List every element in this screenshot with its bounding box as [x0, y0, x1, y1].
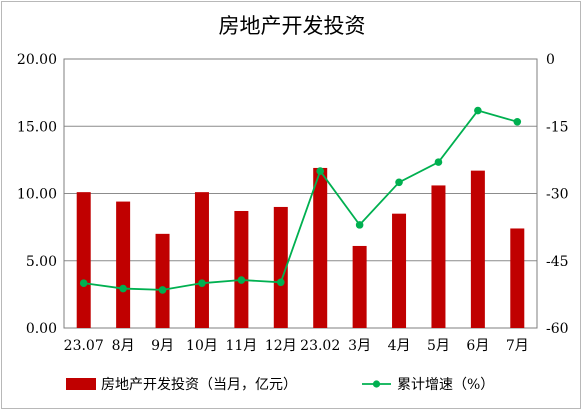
legend-bar-label: 房地产开发投资（当月，亿元） — [101, 377, 297, 393]
right-axis-tick-label: -15 — [546, 119, 569, 135]
line-point — [316, 167, 325, 175]
right-axis-tick-label: -60 — [546, 321, 569, 337]
x-axis-tick-label: 4月 — [388, 338, 411, 354]
bar — [155, 233, 170, 328]
x-axis-tick-label: 12月 — [265, 338, 297, 354]
plot-area-border — [63, 58, 538, 329]
x-axis-tick-label: 5月 — [427, 338, 450, 354]
line-point — [237, 276, 246, 284]
x-axis-tick-label: 6月 — [466, 338, 489, 354]
x-axis-tick-label: 23.07 — [64, 338, 104, 354]
bar — [273, 206, 288, 328]
line-path — [83, 109, 518, 291]
right-axis-ticks: -60 -45 -30 -15 0 — [546, 52, 569, 337]
left-axis-tick-label: 10.00 — [17, 187, 57, 203]
bar — [352, 245, 367, 328]
left-axis-tick-label: 20.00 — [17, 52, 57, 68]
x-axis-tick-label: 7月 — [506, 338, 529, 354]
line-point — [474, 106, 482, 115]
legend-line-label: 累计增速（%） — [397, 377, 494, 393]
right-axis-tick-label: -30 — [546, 187, 569, 203]
bar — [313, 167, 328, 328]
line-point — [158, 286, 167, 294]
bar — [392, 213, 407, 328]
line-point — [434, 158, 443, 166]
x-axis-tick-label: 8月 — [112, 338, 135, 354]
x-axis-tick-label: 9月 — [151, 338, 174, 354]
line-point — [513, 117, 522, 126]
bar — [194, 192, 209, 328]
x-axis-tick-label: 11月 — [225, 338, 257, 354]
line-point — [276, 278, 285, 287]
line-point — [79, 279, 88, 287]
bar — [76, 192, 91, 328]
left-axis-tick-label: 5.00 — [26, 254, 57, 270]
left-axis-ticks: 0.00 5.00 10.00 15.00 20.00 — [17, 52, 57, 337]
right-axis-tick-label: -45 — [546, 254, 569, 270]
line-series — [79, 106, 522, 294]
left-axis-tick-label: 15.00 — [17, 119, 57, 135]
x-axis-tick-label: 10月 — [186, 338, 218, 354]
gridlines — [64, 125, 537, 262]
line-point — [395, 178, 403, 187]
bar — [470, 170, 485, 328]
left-axis-tick-label: 0.00 — [26, 321, 57, 337]
chart-title: 房地产开发投资 — [219, 14, 366, 38]
x-axis-ticks: 23.07 8月 9月 10月 11月 12月 23.02 3月 4月 5月 6月 7月 — [64, 338, 529, 354]
bar-series — [76, 167, 525, 328]
x-axis-tick-label: 3月 — [348, 338, 371, 354]
bar — [234, 210, 249, 328]
bar — [510, 228, 525, 328]
bar — [116, 201, 131, 328]
legend-line-marker — [372, 380, 381, 388]
x-axis-tick-label: 23.02 — [300, 338, 340, 354]
bar — [431, 185, 446, 328]
line-point — [119, 284, 127, 293]
legend: 房地产开发投资（当月，亿元） 累计增速（%） — [66, 377, 494, 393]
legend-bar-swatch — [66, 378, 96, 390]
line-point — [355, 221, 364, 229]
line-point — [198, 279, 206, 287]
right-axis-tick-label: 0 — [546, 52, 555, 68]
